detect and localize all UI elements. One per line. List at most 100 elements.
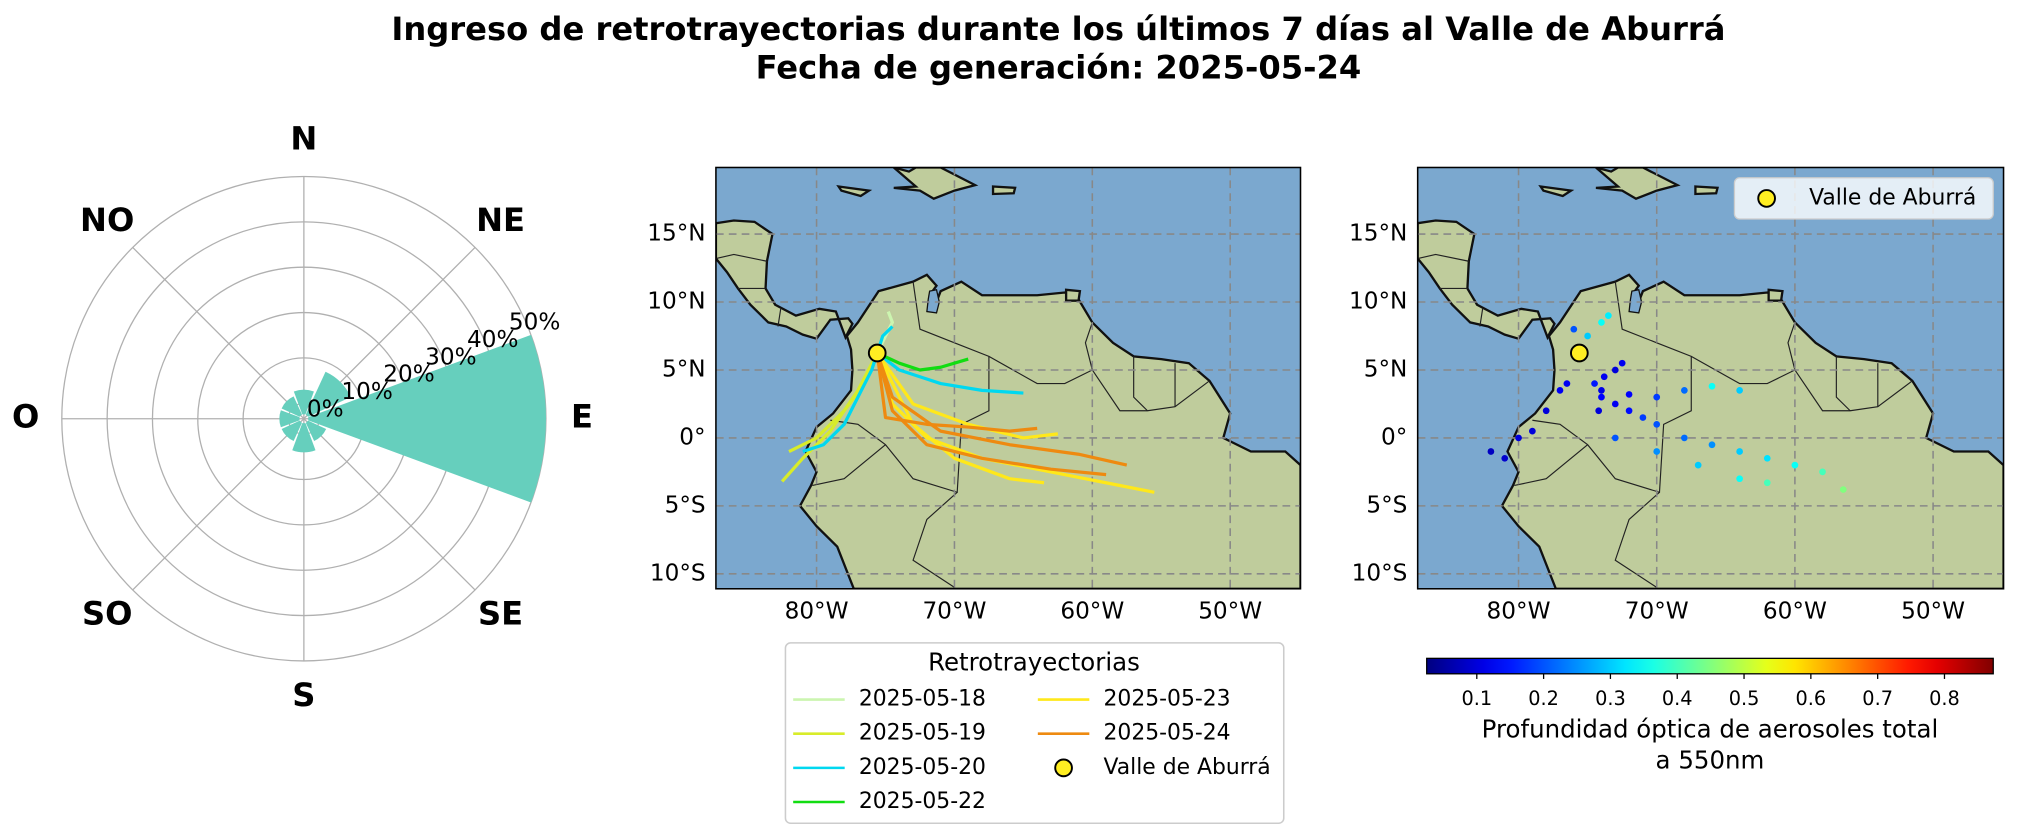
rose-bar (305, 420, 327, 441)
direction-label: SE (478, 594, 523, 632)
y-tick-label: 5°N (662, 355, 706, 382)
aod-point (1591, 380, 1598, 387)
land (836, 185, 873, 198)
land (893, 167, 979, 201)
aod-point (1736, 387, 1743, 394)
map-frame (715, 166, 1302, 590)
direction-label: O (12, 398, 39, 436)
x-tick-label: 80°W (785, 597, 849, 624)
aod-point (1618, 359, 1626, 367)
aod-point (1598, 319, 1605, 326)
legend-label: Valle de Aburrá (1103, 755, 1270, 780)
grid-spoke (132, 246, 305, 420)
direction-label: NE (476, 201, 525, 239)
lake (926, 289, 940, 314)
r-tick-label: 10% (341, 378, 393, 405)
aod-point (1542, 407, 1550, 415)
colorbar-tick-label: 0.7 (1862, 687, 1893, 710)
r-tick-label: 40% (467, 326, 519, 353)
legend-label: 2025-05-19 (859, 721, 986, 746)
aod-point (1515, 434, 1522, 442)
aod-point (1529, 427, 1536, 435)
aod-point (1501, 454, 1509, 462)
colorbar-tick-label: 0.8 (1929, 687, 1960, 710)
colorbar-tick-label: 0.5 (1729, 687, 1760, 710)
legend-label: 2025-05-18 (859, 687, 986, 712)
legend-box (784, 642, 1285, 825)
border (988, 322, 1093, 385)
colorbar-tick-label: 0.1 (1461, 687, 1492, 710)
aod-point (1708, 382, 1716, 390)
direction-label: S (292, 676, 315, 714)
trajectory (875, 352, 1107, 477)
aod-point (1653, 448, 1661, 455)
legend-site (1757, 189, 1776, 208)
y-tick-label: 5°S (665, 491, 706, 518)
y-tick-label: 15°N (1349, 220, 1407, 247)
direction-label: NO (80, 201, 134, 239)
map-area (1417, 167, 2004, 589)
aod-point (1611, 400, 1619, 408)
border (1479, 308, 1484, 327)
trajectory (875, 352, 1128, 467)
aod-point (1595, 407, 1603, 415)
land (1064, 288, 1082, 302)
trajectory (875, 352, 1045, 485)
colorbar-tick-label: 0.6 (1796, 687, 1827, 710)
r-tick-label: 0% (307, 395, 344, 422)
y-tick-label: 10°N (1349, 288, 1407, 315)
aod-point (1625, 391, 1633, 398)
x-tick-label: 50°W (1901, 597, 1965, 624)
legend-site (1054, 758, 1073, 778)
aod-point (1763, 454, 1771, 462)
map-area (715, 167, 1301, 589)
colorbar-tick-label: 0.3 (1595, 687, 1626, 710)
legend-label: 2025-05-23 (1103, 687, 1230, 712)
trajectory (875, 352, 1038, 433)
aod-point (1681, 387, 1688, 394)
site-marker (867, 343, 887, 363)
figure-subtitle: Fecha de generación: 2025-05-24 (756, 49, 1362, 87)
site-marker (1570, 343, 1589, 363)
aod-point (1600, 373, 1608, 381)
rose-bar (281, 396, 302, 417)
x-tick-label: 60°W (1763, 597, 1827, 624)
aod-point (1839, 486, 1847, 493)
legend-label: Valle de Aburrá (1809, 185, 1976, 210)
x-tick-label: 70°W (922, 597, 986, 624)
y-tick-label: 10°S (1352, 559, 1408, 586)
border (1514, 444, 1589, 487)
rose-bar (308, 334, 546, 503)
aod-point (1563, 380, 1571, 387)
land (1767, 288, 1784, 302)
y-tick-label: 15°N (647, 220, 705, 247)
aod-point (1611, 434, 1619, 442)
aod-point (1736, 448, 1743, 455)
aod-point (1556, 387, 1564, 394)
aod-point (1653, 420, 1661, 428)
x-tick-label: 80°W (1487, 597, 1551, 624)
y-tick-label: 5°S (1366, 491, 1407, 518)
rose-bar (279, 410, 300, 428)
border (1417, 253, 1469, 262)
trajectory (802, 352, 879, 454)
x-tick-label: 50°W (1198, 597, 1262, 624)
trajectory (876, 351, 1024, 395)
r-tick-label: 20% (383, 361, 435, 388)
rose-bar (305, 371, 351, 417)
aod-point (1736, 475, 1743, 483)
direction-label: E (571, 398, 593, 436)
aod-point (1681, 434, 1688, 442)
aod-point (1611, 366, 1619, 374)
legend-label: 2025-05-20 (859, 755, 986, 780)
border (777, 308, 782, 327)
aod-point (1598, 387, 1605, 394)
aod-point (1605, 312, 1612, 319)
aod-point (1653, 393, 1661, 401)
land (715, 219, 854, 341)
aod-point (1487, 448, 1495, 455)
aod-point (1694, 461, 1702, 469)
y-tick-label: 0° (679, 423, 705, 450)
x-tick-label: 70°W (1625, 597, 1689, 624)
aod-point (1625, 407, 1633, 415)
